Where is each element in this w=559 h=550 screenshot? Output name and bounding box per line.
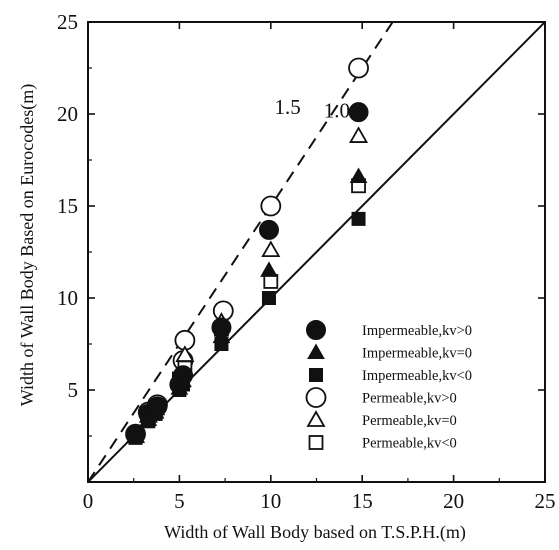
reference-line-label: 1.5 — [274, 95, 300, 119]
legend-label: Impermeable,kv<0 — [362, 368, 472, 384]
y-tick-label: 15 — [57, 194, 78, 218]
reference-line-label: 1.0 — [324, 99, 350, 123]
y-tick-label: 20 — [57, 102, 78, 126]
data-point-filled-triangle — [349, 167, 368, 184]
legend-marker — [305, 387, 327, 408]
legend-label: Permeable,kv=0 — [362, 413, 457, 429]
data-point-filled-square — [176, 377, 191, 392]
plot-layer — [87, 21, 546, 483]
legend-marker — [309, 368, 323, 382]
y-tick-label: 5 — [68, 378, 79, 402]
legend-marker — [306, 320, 326, 340]
data-point-filled-triangle — [260, 261, 278, 277]
reference-line-1-5 — [88, 22, 394, 482]
legend-marker — [306, 410, 326, 427]
data-point-filled-square — [148, 406, 163, 421]
legend-label: Permeable,kv>0 — [362, 391, 457, 407]
legend-label: Impermeable,kv=0 — [362, 346, 472, 362]
x-tick-label: 10 — [260, 489, 281, 513]
x-tick-label: 0 — [83, 489, 94, 513]
text-layer: Width of Wall Body based on T.S.P.H.(m) … — [17, 10, 556, 543]
legend-marker — [307, 343, 325, 359]
y-tick-label: 25 — [57, 10, 78, 34]
legend-label: Impermeable,kv>0 — [362, 323, 472, 339]
data-point-filled-square — [261, 291, 276, 305]
legend-label: Permeable,kv<0 — [362, 436, 457, 452]
data-point-filled-circle — [348, 102, 369, 123]
data-point-open-triangle — [348, 126, 369, 143]
legend-marker — [308, 435, 324, 450]
x-tick-label: 25 — [535, 489, 556, 513]
x-tick-label: 20 — [443, 489, 464, 513]
data-point-open-circle — [260, 195, 282, 217]
data-point-filled-square — [351, 211, 366, 226]
x-axis-title: Width of Wall Body based on T.S.P.H.(m) — [164, 522, 466, 543]
data-point-open-circle — [348, 57, 369, 79]
y-tick-label: 10 — [57, 286, 78, 310]
data-point-filled-square — [214, 337, 229, 351]
data-point-filled-circle — [258, 219, 279, 240]
x-tick-label: 5 — [174, 489, 185, 513]
data-point-filled-square — [128, 430, 143, 445]
y-axis-title: Width of Wall Body Based on Eurocodes(m) — [17, 84, 38, 406]
x-tick-label: 15 — [352, 489, 373, 513]
data-point-open-triangle — [261, 240, 281, 258]
